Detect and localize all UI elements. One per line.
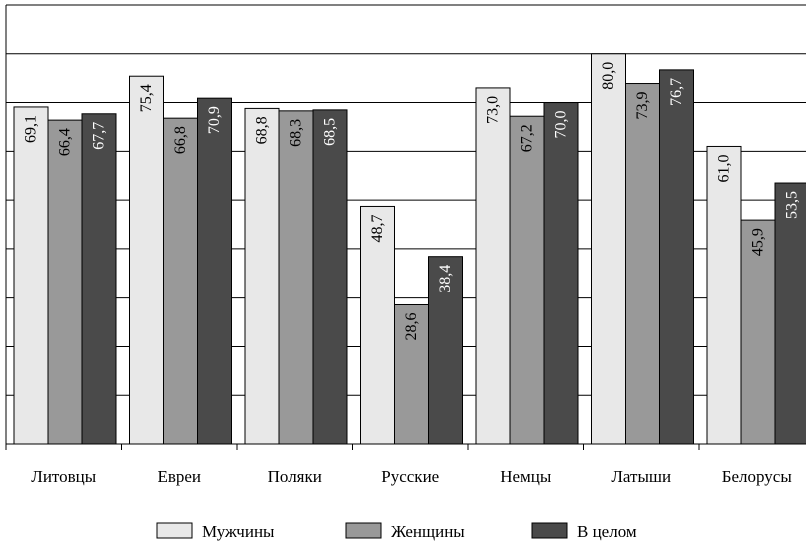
bar	[774, 182, 806, 445]
legend-label: Мужчины	[202, 522, 275, 541]
bar	[13, 106, 49, 445]
bar	[428, 256, 463, 445]
data-label: 68,5	[322, 118, 339, 146]
data-label: 66,4	[57, 128, 74, 156]
data-label: 69,1	[23, 115, 40, 143]
bar	[244, 107, 280, 445]
bar	[163, 117, 198, 445]
x-tick-label: Латыши	[611, 467, 671, 486]
legend-swatch	[531, 522, 568, 539]
legend-swatch	[345, 522, 382, 539]
data-label: 73,9	[634, 92, 651, 120]
bar	[312, 109, 348, 445]
data-label: 73,0	[485, 96, 502, 124]
data-label: 45,9	[750, 228, 767, 256]
legend-label: В целом	[577, 522, 637, 541]
legend-swatch	[156, 522, 193, 539]
bar	[509, 115, 545, 445]
bar	[197, 97, 232, 445]
data-label: 67,2	[519, 124, 536, 152]
data-label: 80,0	[600, 62, 617, 90]
data-label: 70,9	[206, 106, 223, 134]
bar	[475, 87, 511, 445]
data-label: 70,0	[553, 111, 570, 139]
data-label: 61,0	[716, 154, 733, 182]
data-label: 48,7	[369, 214, 386, 242]
x-axis: Литовцы Евреи Поляки Русские Немцы Латыши Бело…	[5, 443, 806, 486]
data-label: 68,8	[254, 116, 271, 144]
x-tick-label: Литовцы	[31, 467, 96, 486]
bar	[129, 75, 164, 445]
legend-label: Женщины	[391, 522, 465, 541]
bar	[394, 303, 429, 445]
data-label: 76,7	[668, 78, 685, 106]
x-tick-label: Белорусы	[722, 467, 793, 486]
bar	[659, 69, 694, 445]
bars: 69,1 66,4 67,7 75,4 66,8 70,9 68,8 68,3 68,5 48,7…	[13, 53, 806, 445]
data-label: 38,4	[437, 265, 454, 293]
x-tick-label: Поляки	[268, 467, 322, 486]
data-label: 53,5	[784, 191, 801, 219]
x-tick-label: Русские	[381, 467, 439, 486]
bar	[81, 113, 117, 445]
x-tick-label: Немцы	[500, 467, 552, 486]
data-label: 28,6	[403, 312, 420, 340]
data-label: 75,4	[138, 84, 155, 112]
data-label: 66,8	[172, 126, 189, 154]
bar	[278, 110, 314, 445]
bar	[625, 83, 660, 445]
bar	[543, 102, 579, 445]
data-label: 68,3	[288, 119, 305, 147]
legend: Мужчины Женщины В целом	[156, 522, 637, 541]
bar	[591, 53, 626, 445]
x-tick-label: Евреи	[157, 467, 201, 486]
bar	[740, 219, 776, 445]
bar	[706, 145, 742, 445]
bar	[47, 119, 83, 445]
data-label: 67,7	[91, 122, 108, 150]
